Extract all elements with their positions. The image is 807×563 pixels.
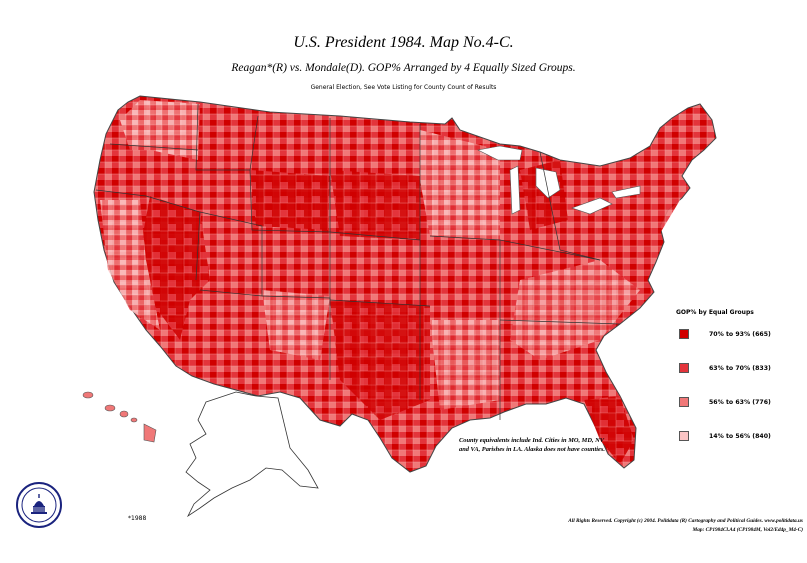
map-title: U.S. President 1984. Map No.4-C. [293,34,514,51]
capitol-seal-icon [16,482,62,528]
legend-swatch [679,397,689,407]
legend-item-70-93: 70% to 93% (665) [679,328,771,340]
state-borders [95,103,621,420]
legend-label: 14% to 56% (840) [709,432,771,440]
legend-label: 63% to 70% (833) [709,364,771,372]
legend-swatch [679,363,689,373]
legend-item-14-56: 14% to 56% (840) [679,430,771,442]
map-subtitle: Reagan*(R) vs. Mondale(D). GOP% Arranged… [231,62,576,74]
legend-item-63-70: 63% to 70% (833) [679,362,771,374]
great-lakes [477,145,641,215]
legend-label: 70% to 93% (665) [709,330,771,338]
alaska-label: *1988 [128,515,147,522]
copyright-line: All Rights Reserved. Copyright (c) 2004.… [568,518,803,524]
legend-title: GOP% by Equal Groups [676,309,754,316]
legend-swatch [679,431,689,441]
county-caveat-note: County equivalents include Ind. Cities i… [459,437,605,453]
map-id-line: Map: CP1984Cl.A4 (CP1984M, Vol2/Ed4p_M4-… [692,527,803,533]
map-note: General Election, See Vote Listing for C… [310,84,497,91]
legend-swatch [679,329,689,339]
alaska-outline [185,391,319,518]
legend-item-56-63: 56% to 63% (776) [679,396,771,408]
legend-label: 56% to 63% (776) [709,398,771,406]
hawaii-islands [82,391,157,443]
